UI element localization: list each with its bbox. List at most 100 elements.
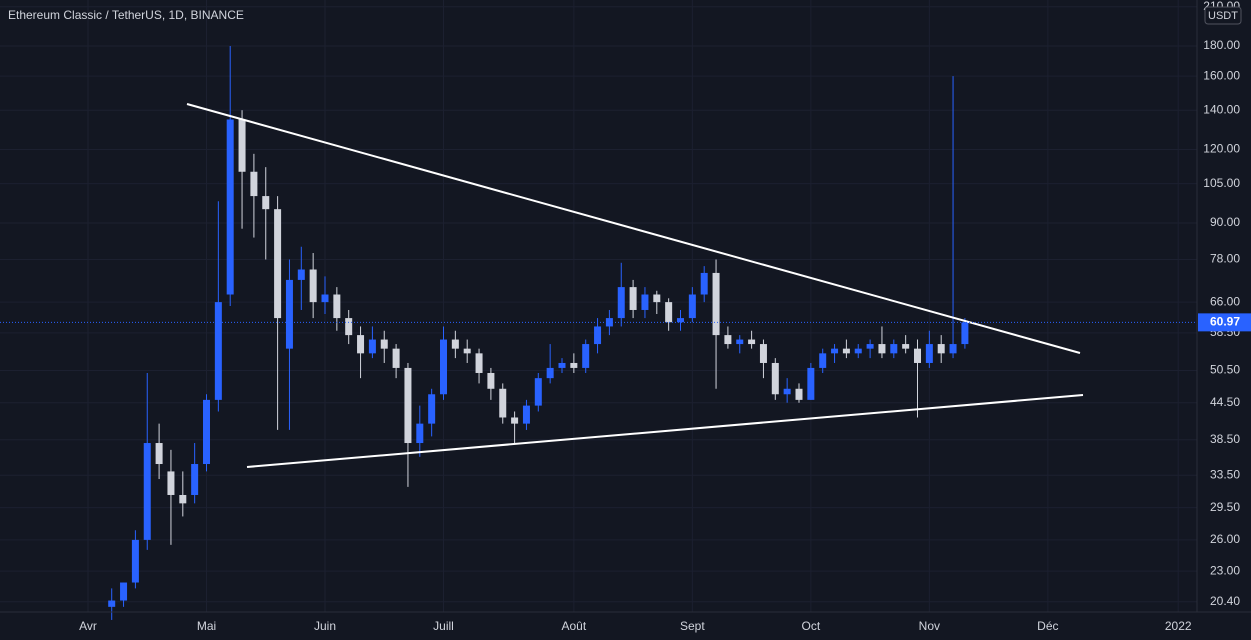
- candle-body: [795, 388, 803, 400]
- y-tick-label: 50.50: [1210, 363, 1240, 377]
- candles: [108, 46, 969, 620]
- candle-body: [226, 119, 234, 295]
- y-tick-label: 33.50: [1210, 467, 1240, 481]
- candle-body: [759, 344, 767, 363]
- candle-body: [771, 362, 779, 395]
- y-tick-label: 140.00: [1203, 102, 1240, 116]
- y-tick-label: 38.50: [1210, 432, 1240, 446]
- trendline-upper: [186, 103, 1081, 354]
- candle-body: [179, 494, 187, 504]
- candle-body: [534, 378, 542, 406]
- candle-body: [629, 287, 637, 310]
- candle-body: [546, 367, 554, 379]
- y-tick-label: 20.40: [1210, 594, 1240, 608]
- candle-body: [700, 272, 708, 295]
- x-tick-label: Déc: [1037, 619, 1058, 633]
- candle-body: [522, 405, 530, 424]
- candle-body: [570, 362, 578, 368]
- candle-body: [155, 443, 163, 465]
- candle-body: [665, 302, 673, 323]
- candle-body: [274, 209, 282, 319]
- x-tick-label: Oct: [802, 619, 821, 633]
- candle-body: [582, 344, 590, 368]
- candle-body: [380, 339, 388, 349]
- currency-label: USDT: [1208, 10, 1238, 22]
- candle-body: [748, 339, 756, 345]
- grid: [0, 0, 1197, 612]
- candle-body: [831, 348, 839, 354]
- candle-body: [653, 294, 661, 303]
- candle-body: [961, 322, 969, 345]
- chart-title: Ethereum Classic / TetherUS, 1D, BINANCE: [8, 8, 244, 22]
- y-tick-label: 180.00: [1203, 38, 1240, 52]
- candle-body: [285, 279, 293, 349]
- y-tick-label: 44.50: [1210, 395, 1240, 409]
- candle-body: [902, 344, 910, 349]
- candle-body: [487, 372, 495, 389]
- x-tick-label: Nov: [919, 619, 940, 633]
- currency-box: [1204, 6, 1242, 25]
- candle-body: [641, 294, 649, 310]
- y-tick-label: 160.00: [1203, 68, 1240, 82]
- y-tick-label: 105.00: [1203, 176, 1240, 190]
- candle-body: [108, 600, 116, 607]
- candle-body: [428, 394, 436, 424]
- candle-body: [854, 348, 862, 354]
- candle-body: [238, 119, 246, 172]
- candle-body: [203, 399, 210, 465]
- candle-body: [558, 362, 566, 368]
- candle-body: [819, 353, 827, 368]
- y-tick-label: 120.00: [1203, 142, 1240, 156]
- candle-body: [842, 348, 850, 354]
- candle-body: [368, 339, 376, 354]
- candle-body: [345, 318, 353, 336]
- candle-body: [925, 344, 933, 363]
- candle-body: [392, 348, 400, 368]
- last-price-box: [1198, 313, 1251, 332]
- candle-body: [783, 388, 791, 395]
- candle-body: [297, 269, 305, 280]
- candle-body: [878, 344, 886, 354]
- candle-body: [499, 388, 507, 418]
- y-tick-label: 29.50: [1210, 500, 1240, 514]
- candle-body: [262, 196, 270, 210]
- candle-body: [120, 582, 128, 601]
- candle-body: [440, 339, 447, 395]
- candle-body: [914, 348, 921, 363]
- candle-body: [807, 367, 815, 400]
- y-tick-label: 26.00: [1210, 532, 1240, 546]
- y-tick-label: 90.00: [1210, 215, 1240, 229]
- x-tick-label: Mai: [197, 619, 216, 633]
- candle-body: [949, 344, 957, 354]
- candle-body: [475, 353, 483, 373]
- candle-body: [416, 423, 424, 444]
- candle-body: [463, 348, 471, 354]
- candle-body: [167, 471, 175, 495]
- candle-body: [937, 344, 945, 354]
- y-axis: 20.40 23.00 26.00 29.50 33.50 38.50 44.50 50.50…: [1198, 0, 1251, 608]
- y-tick-label: 23.00: [1210, 563, 1240, 577]
- trendline-lower: [246, 394, 1084, 468]
- candle-body: [214, 302, 222, 400]
- x-tick-label: Août: [562, 619, 587, 633]
- x-tick-label: Juin: [314, 619, 336, 633]
- candle-body: [511, 417, 519, 424]
- candle-body: [594, 326, 602, 345]
- candle-body: [451, 339, 459, 349]
- candle-body: [143, 443, 151, 540]
- candle-body: [250, 171, 258, 197]
- last-price-label: 60.97: [1210, 315, 1240, 329]
- candle-body: [866, 344, 874, 349]
- candle-body: [191, 464, 199, 495]
- x-tick-label: Avr: [79, 619, 97, 633]
- candle-body: [404, 367, 412, 444]
- x-tick-label: Juill: [433, 619, 454, 633]
- candle-body: [617, 287, 625, 319]
- x-tick-label: Sept: [680, 619, 705, 633]
- price-axis: [1197, 0, 1251, 612]
- candle-body: [321, 294, 329, 303]
- candle-body: [677, 318, 684, 323]
